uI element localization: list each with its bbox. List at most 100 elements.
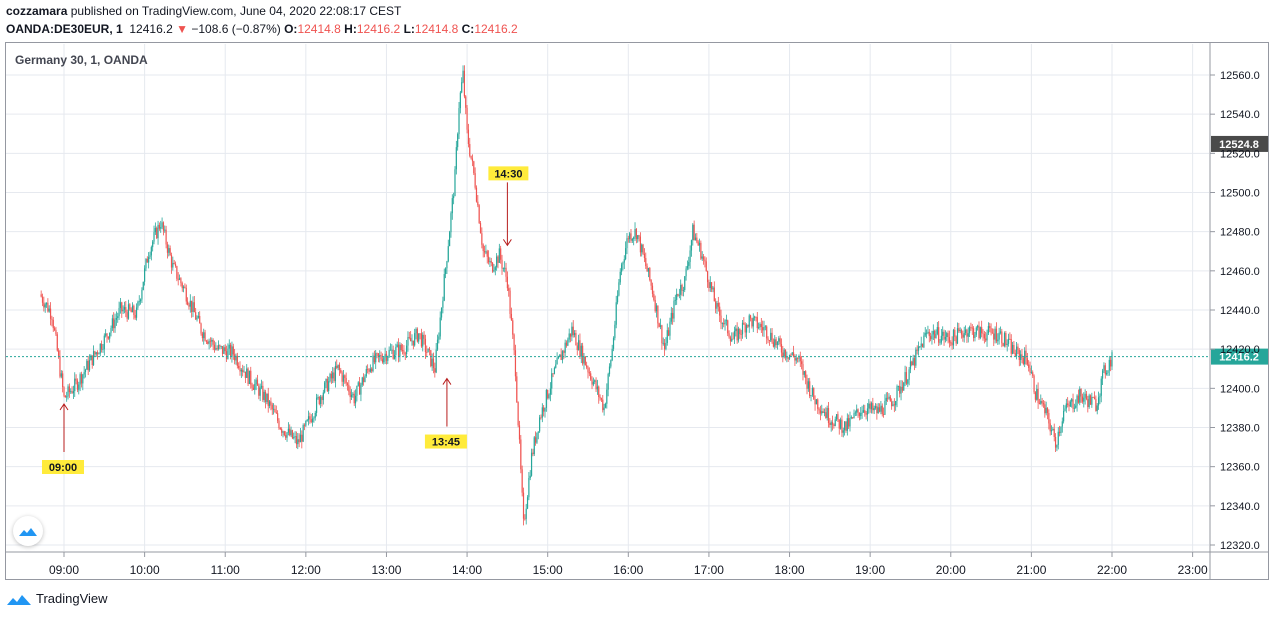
candle-body xyxy=(858,412,861,417)
candle-body xyxy=(142,281,144,290)
candle-body xyxy=(582,345,584,364)
author-name[interactable]: cozzamara xyxy=(6,4,68,18)
candle-body xyxy=(477,201,479,206)
candle-body xyxy=(286,432,288,438)
candle-body xyxy=(208,340,210,344)
candle-body xyxy=(819,410,822,414)
candle-body xyxy=(494,267,496,271)
candle-body xyxy=(977,325,979,328)
candle-body xyxy=(164,229,166,231)
symbol-name[interactable]: OANDA:DE30EUR, 1 xyxy=(6,22,123,36)
candle-body xyxy=(762,327,764,331)
candle-body xyxy=(118,307,120,317)
candle-body xyxy=(87,360,89,371)
candle-body xyxy=(1106,372,1108,375)
candle-body xyxy=(68,386,70,393)
candle-body xyxy=(884,401,886,415)
candle-body xyxy=(788,354,791,359)
candle-body xyxy=(201,333,203,339)
candle-body xyxy=(504,267,506,269)
candle-body xyxy=(784,349,787,358)
candle-body xyxy=(989,326,991,329)
candle-body xyxy=(223,347,225,354)
candle-body xyxy=(427,348,429,353)
candle-body xyxy=(825,412,827,418)
candle-body xyxy=(577,340,580,351)
candle-body xyxy=(471,158,474,162)
candle-body xyxy=(970,327,972,328)
candle-body xyxy=(516,376,518,403)
annotation-box[interactable] xyxy=(424,434,467,449)
candle-body xyxy=(654,299,656,312)
candle-body xyxy=(337,364,339,368)
candle-body xyxy=(623,259,625,263)
candle-body xyxy=(973,328,975,339)
candle-body xyxy=(896,386,898,402)
candle-body xyxy=(293,437,295,439)
candle-body xyxy=(188,304,190,307)
annotation-box[interactable] xyxy=(488,166,529,181)
candle-body xyxy=(119,302,122,308)
candle-body xyxy=(279,428,281,430)
candle-body xyxy=(295,436,298,445)
candle-body xyxy=(1022,357,1024,365)
candle-body xyxy=(135,307,138,318)
candle-body xyxy=(1099,395,1101,398)
candle-body xyxy=(126,312,128,319)
candle-body xyxy=(189,300,191,307)
price-change: −108.6 (−0.87%) xyxy=(191,22,281,36)
y-tick-label: 12540.0 xyxy=(1220,109,1260,121)
candle-body xyxy=(388,349,390,357)
candle-body xyxy=(467,129,470,145)
candle-body xyxy=(318,396,320,405)
candle-body xyxy=(556,358,558,365)
candle-body xyxy=(70,391,72,393)
candle-body xyxy=(114,319,116,329)
candle-body xyxy=(459,92,461,109)
candle-body xyxy=(723,323,725,325)
last-price: 12416.2 xyxy=(129,22,173,36)
down-arrow-icon: ▼ xyxy=(176,22,188,36)
candle-body xyxy=(952,329,955,346)
candle-body xyxy=(1064,408,1066,412)
candle-body xyxy=(658,323,660,327)
candle-body xyxy=(892,404,894,407)
candle-body xyxy=(595,380,597,390)
candle-body xyxy=(396,344,398,348)
candle-body xyxy=(869,403,871,410)
candle-body xyxy=(442,300,444,308)
candle-body xyxy=(246,368,248,378)
tradingview-logo-button[interactable] xyxy=(13,516,43,546)
candle-body xyxy=(1024,350,1026,365)
candle-body xyxy=(55,329,57,335)
candle-body xyxy=(150,247,152,256)
candle-body xyxy=(715,301,717,309)
candle-body xyxy=(438,336,440,340)
annotation-box[interactable] xyxy=(42,460,84,474)
candle-body xyxy=(345,377,347,384)
candle-body xyxy=(544,407,546,412)
candle-body xyxy=(615,302,617,325)
candle-body xyxy=(944,336,946,340)
candle-body xyxy=(185,287,187,302)
candle-body xyxy=(545,389,547,408)
candle-body xyxy=(110,328,112,333)
candle-body xyxy=(911,361,913,366)
candle-body xyxy=(131,305,134,313)
low-label: L: xyxy=(403,22,415,36)
footer-brand[interactable]: TradingView xyxy=(6,591,108,606)
candle-body xyxy=(575,333,577,346)
candle-body xyxy=(801,361,803,365)
candle-body xyxy=(497,256,499,263)
candle-body xyxy=(102,349,104,350)
candle-body xyxy=(841,419,843,433)
close-label: C: xyxy=(461,22,475,36)
candle-body xyxy=(400,344,402,351)
candle-body xyxy=(630,233,632,241)
candle-body xyxy=(772,342,775,347)
candle-body xyxy=(668,330,670,336)
candle-body xyxy=(134,315,136,318)
candle-body xyxy=(611,348,613,361)
candle-body xyxy=(646,266,648,272)
